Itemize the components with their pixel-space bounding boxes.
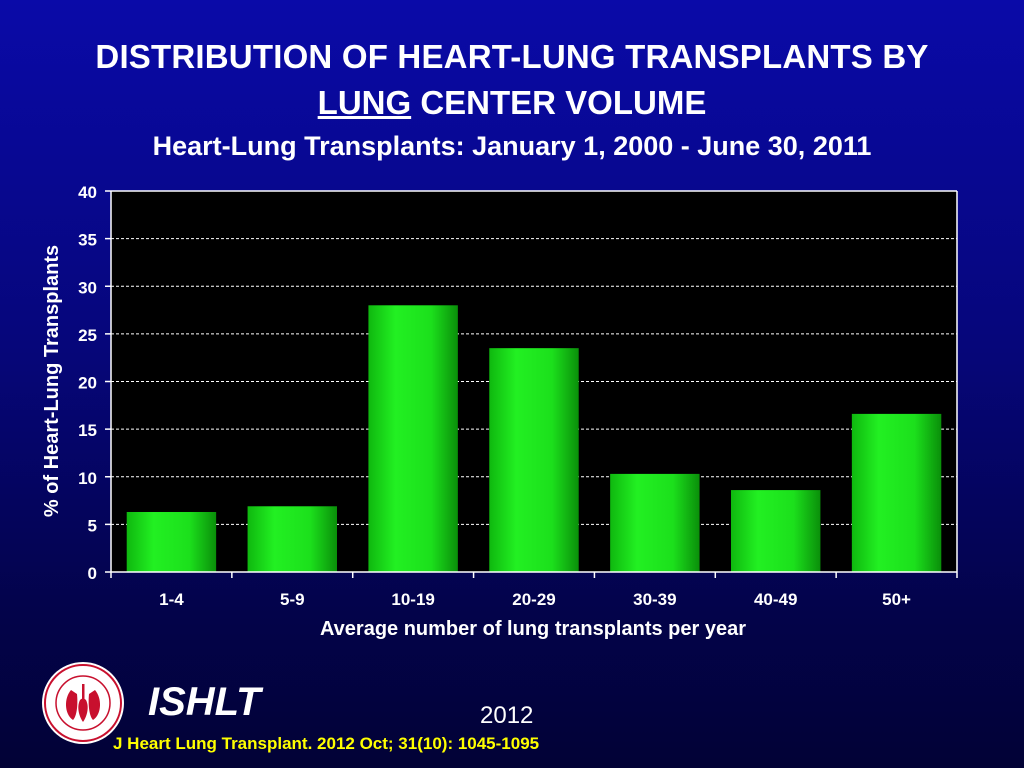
y-tick-label: 15: [78, 421, 97, 440]
x-tick-label: 30-39: [633, 590, 676, 609]
x-tick-label: 40-49: [754, 590, 797, 609]
title-line2-rest: CENTER VOLUME: [411, 84, 707, 121]
bar-5-9: [247, 506, 338, 572]
y-tick-label: 40: [78, 183, 97, 202]
bars: [126, 305, 942, 572]
chart-title-line1: DISTRIBUTION OF HEART-LUNG TRANSPLANTS B…: [95, 38, 929, 75]
y-axis-label: % of Heart-Lung Transplants: [41, 245, 63, 517]
bar-chart: 0 5 10 15 20 25 30 35 40 1-4 5-9 10-19 20-29 30-39 40…: [41, 183, 958, 640]
x-tick-label: 5-9: [280, 590, 305, 609]
chart-subtitle: Heart-Lung Transplants: January 1, 2000 …: [152, 131, 872, 161]
x-tick-label: 1-4: [159, 590, 184, 609]
year-label: 2012: [480, 702, 534, 729]
y-tick-label: 20: [78, 374, 97, 393]
bar-30-39: [610, 473, 700, 572]
ishlt-logo: [42, 662, 124, 744]
bar-20-29: [489, 348, 579, 572]
bar-10-19: [368, 305, 458, 572]
y-tick-label: 35: [78, 231, 97, 250]
bar-50+: [851, 413, 942, 572]
x-axis-label: Average number of lung transplants per y…: [320, 618, 746, 640]
y-tick-label: 5: [88, 516, 97, 535]
x-tick-labels: 1-4 5-9 10-19 20-29 30-39 40-49 50+: [159, 590, 911, 609]
axes: [105, 190, 958, 578]
org-name: ISHLT: [148, 680, 261, 724]
y-tick-labels: 0 5 10 15 20 25 30 35 40: [78, 183, 97, 583]
x-tick-label: 20-29: [512, 590, 555, 609]
bar-1-4: [126, 511, 217, 572]
y-tick-label: 0: [88, 564, 97, 583]
y-tick-label: 10: [78, 469, 97, 488]
chart-title-line2: LUNG CENTER VOLUME: [0, 84, 1024, 122]
y-tick-label: 25: [78, 326, 97, 345]
bar-40-49: [730, 490, 821, 572]
x-tick-label: 50+: [882, 590, 911, 609]
y-tick-label: 30: [78, 278, 97, 297]
title-underlined-word: LUNG: [317, 84, 412, 121]
x-tick-label: 10-19: [391, 590, 434, 609]
citation: J Heart Lung Transplant. 2012 Oct; 31(10…: [113, 734, 540, 753]
